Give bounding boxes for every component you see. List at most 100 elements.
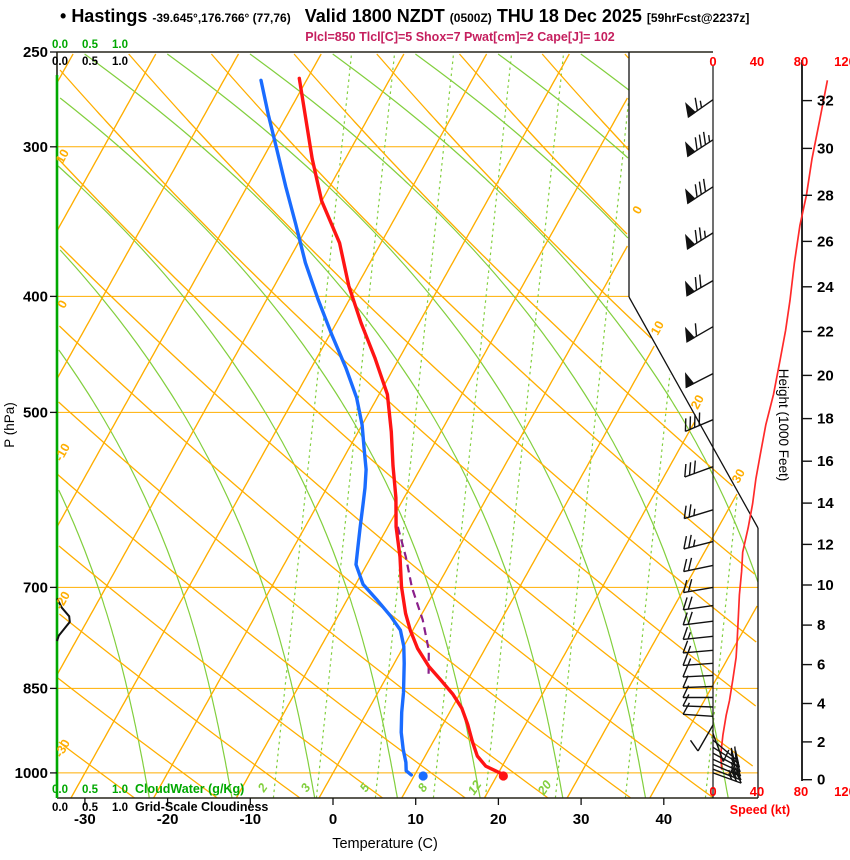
speed-tick-label: 120 (834, 784, 850, 799)
height-tick-label: 4 (817, 695, 826, 712)
cloudwater-scale-label: 0.0 (52, 39, 68, 51)
cloudwater-scale-label: 1.0 (112, 784, 128, 796)
cloudiness-scale-label: 0.5 (82, 802, 99, 814)
surface-dot (498, 771, 508, 781)
wind-speed-profile (719, 80, 829, 770)
wind-barb (712, 757, 741, 773)
height-tick-label: 0 (817, 772, 825, 789)
isobar-lines (57, 146, 758, 774)
wind-barb (682, 626, 714, 641)
speed-tick-label: 0 (709, 54, 716, 69)
height-tick-label: 10 (817, 577, 834, 594)
isotherm-label: -30 (52, 737, 73, 760)
dry-adiabats (56, 53, 757, 799)
wind-barb (682, 702, 714, 717)
mixing-ratio-label: 5 (357, 780, 373, 795)
isotherm-label: -20 (52, 589, 73, 612)
isotherm-label: 10 (648, 319, 667, 338)
mixing-ratio-label: 20 (534, 778, 554, 798)
isotherm-label: 20 (688, 393, 707, 412)
cloudiness-scale-label: 0.0 (52, 56, 68, 68)
height-tick-label: 18 (817, 411, 834, 428)
temperature-tick-label: -30 (74, 811, 96, 828)
speed-tick-label: 120 (834, 54, 850, 69)
wind-barb (685, 227, 714, 250)
speed-tick-label: 80 (794, 54, 808, 69)
isotherm-label: 10 (53, 147, 72, 166)
height-tick-label: 26 (817, 233, 834, 250)
mixing-ratio-label: 12 (465, 778, 484, 797)
temperature-tick-label: 30 (573, 811, 590, 828)
mixing-ratio-label: 2 (254, 781, 270, 796)
temperature-axis-title: Temperature (C) (332, 836, 438, 852)
wind-barb (684, 460, 714, 478)
stability-indices: Plcl=850 Tlcl[C]=5 Shox=7 Pwat[cm]=2 Cap… (305, 30, 615, 44)
parcel-path-line (396, 526, 430, 677)
wind-barb (685, 178, 714, 205)
cloud-profiles (55, 75, 71, 798)
isotherm-lines (56, 53, 758, 799)
temperature-tick-label: 40 (655, 811, 672, 828)
cloudiness-scale-label: 1.0 (112, 56, 128, 68)
wind-barb (682, 664, 714, 678)
wind-barb (712, 766, 742, 781)
temperature-tick-label: 10 (407, 811, 424, 828)
cloudwater-scale-label: 0.5 (82, 39, 99, 51)
wind-barb (689, 724, 714, 752)
height-tick-label: 22 (817, 323, 834, 340)
wind-barb (685, 323, 714, 343)
height-tick-label: 2 (817, 734, 825, 751)
wind-barb (683, 557, 714, 573)
moist-adiabats (57, 53, 759, 799)
temperature-tick-label: 0 (329, 811, 337, 828)
speed-tick-label: 40 (750, 784, 764, 799)
pressure-axis-title: P (hPa) (2, 402, 17, 448)
speed-tick-label: 40 (750, 54, 764, 69)
cloudiness-axis-title: Grid-Scale Cloudiness (135, 800, 268, 814)
forecast-tag: [59hrFcst@2237z] (646, 11, 750, 25)
isotherm-label: 0 (630, 204, 646, 217)
valid-time: Valid 1800 NZDT (304, 6, 445, 26)
height-axis-title: Height (1000 Feet) (776, 369, 791, 482)
surface-markers (418, 771, 508, 781)
dewpoint-curve (259, 78, 413, 777)
station-coords: -39.645°,176.766° (77,76) (152, 11, 291, 25)
pressure-tick-label: 300 (23, 139, 48, 156)
height-tick-label: 20 (817, 367, 834, 384)
cloudwater-scale-label: 0.5 (82, 784, 99, 796)
valid-zulu: (0500Z) (449, 11, 492, 25)
height-tick-label: 28 (817, 187, 834, 204)
speed-axis-title: Speed (kt) (730, 803, 790, 817)
isotherm-label: 30 (729, 467, 748, 486)
speed-tick-label: 0 (709, 784, 716, 799)
height-tick-label: 32 (817, 93, 834, 110)
wind-barb (712, 761, 742, 777)
temperature-tick-label: 20 (490, 811, 507, 828)
cloudwater-axis-title: CloudWater (g/Kg) (135, 782, 244, 796)
height-tick-label: 12 (817, 536, 834, 553)
temperature-curve (297, 76, 506, 777)
pressure-tick-label: 1000 (15, 765, 48, 782)
wind-barb (682, 596, 714, 611)
wind-barb (685, 131, 714, 158)
pressure-tick-label: 850 (23, 680, 48, 697)
temperature-tick-label: -20 (157, 811, 179, 828)
pressure-tick-label: 400 (23, 288, 48, 305)
mixing-ratio-label: 8 (415, 781, 430, 795)
station-name: Hastings (71, 6, 148, 26)
height-tick-label: 16 (817, 453, 834, 470)
height-tick-label: 30 (817, 140, 834, 157)
mixing-ratio-label: 3 (298, 781, 313, 795)
wind-barb (682, 579, 714, 594)
mixing-ratio-lines (272, 53, 738, 799)
wind-barb (712, 752, 741, 769)
height-tick-label: 14 (817, 495, 834, 512)
bullet-icon: • (60, 6, 67, 26)
pressure-tick-label: 250 (23, 44, 48, 61)
temperature-tick-label: -10 (239, 811, 261, 828)
wind-barb (682, 675, 714, 689)
wind-barb (683, 504, 714, 520)
cloudiness-scale-label: 0.0 (52, 802, 68, 814)
cloudiness-scale-label: 0.5 (82, 56, 99, 68)
wind-barb (685, 97, 714, 119)
